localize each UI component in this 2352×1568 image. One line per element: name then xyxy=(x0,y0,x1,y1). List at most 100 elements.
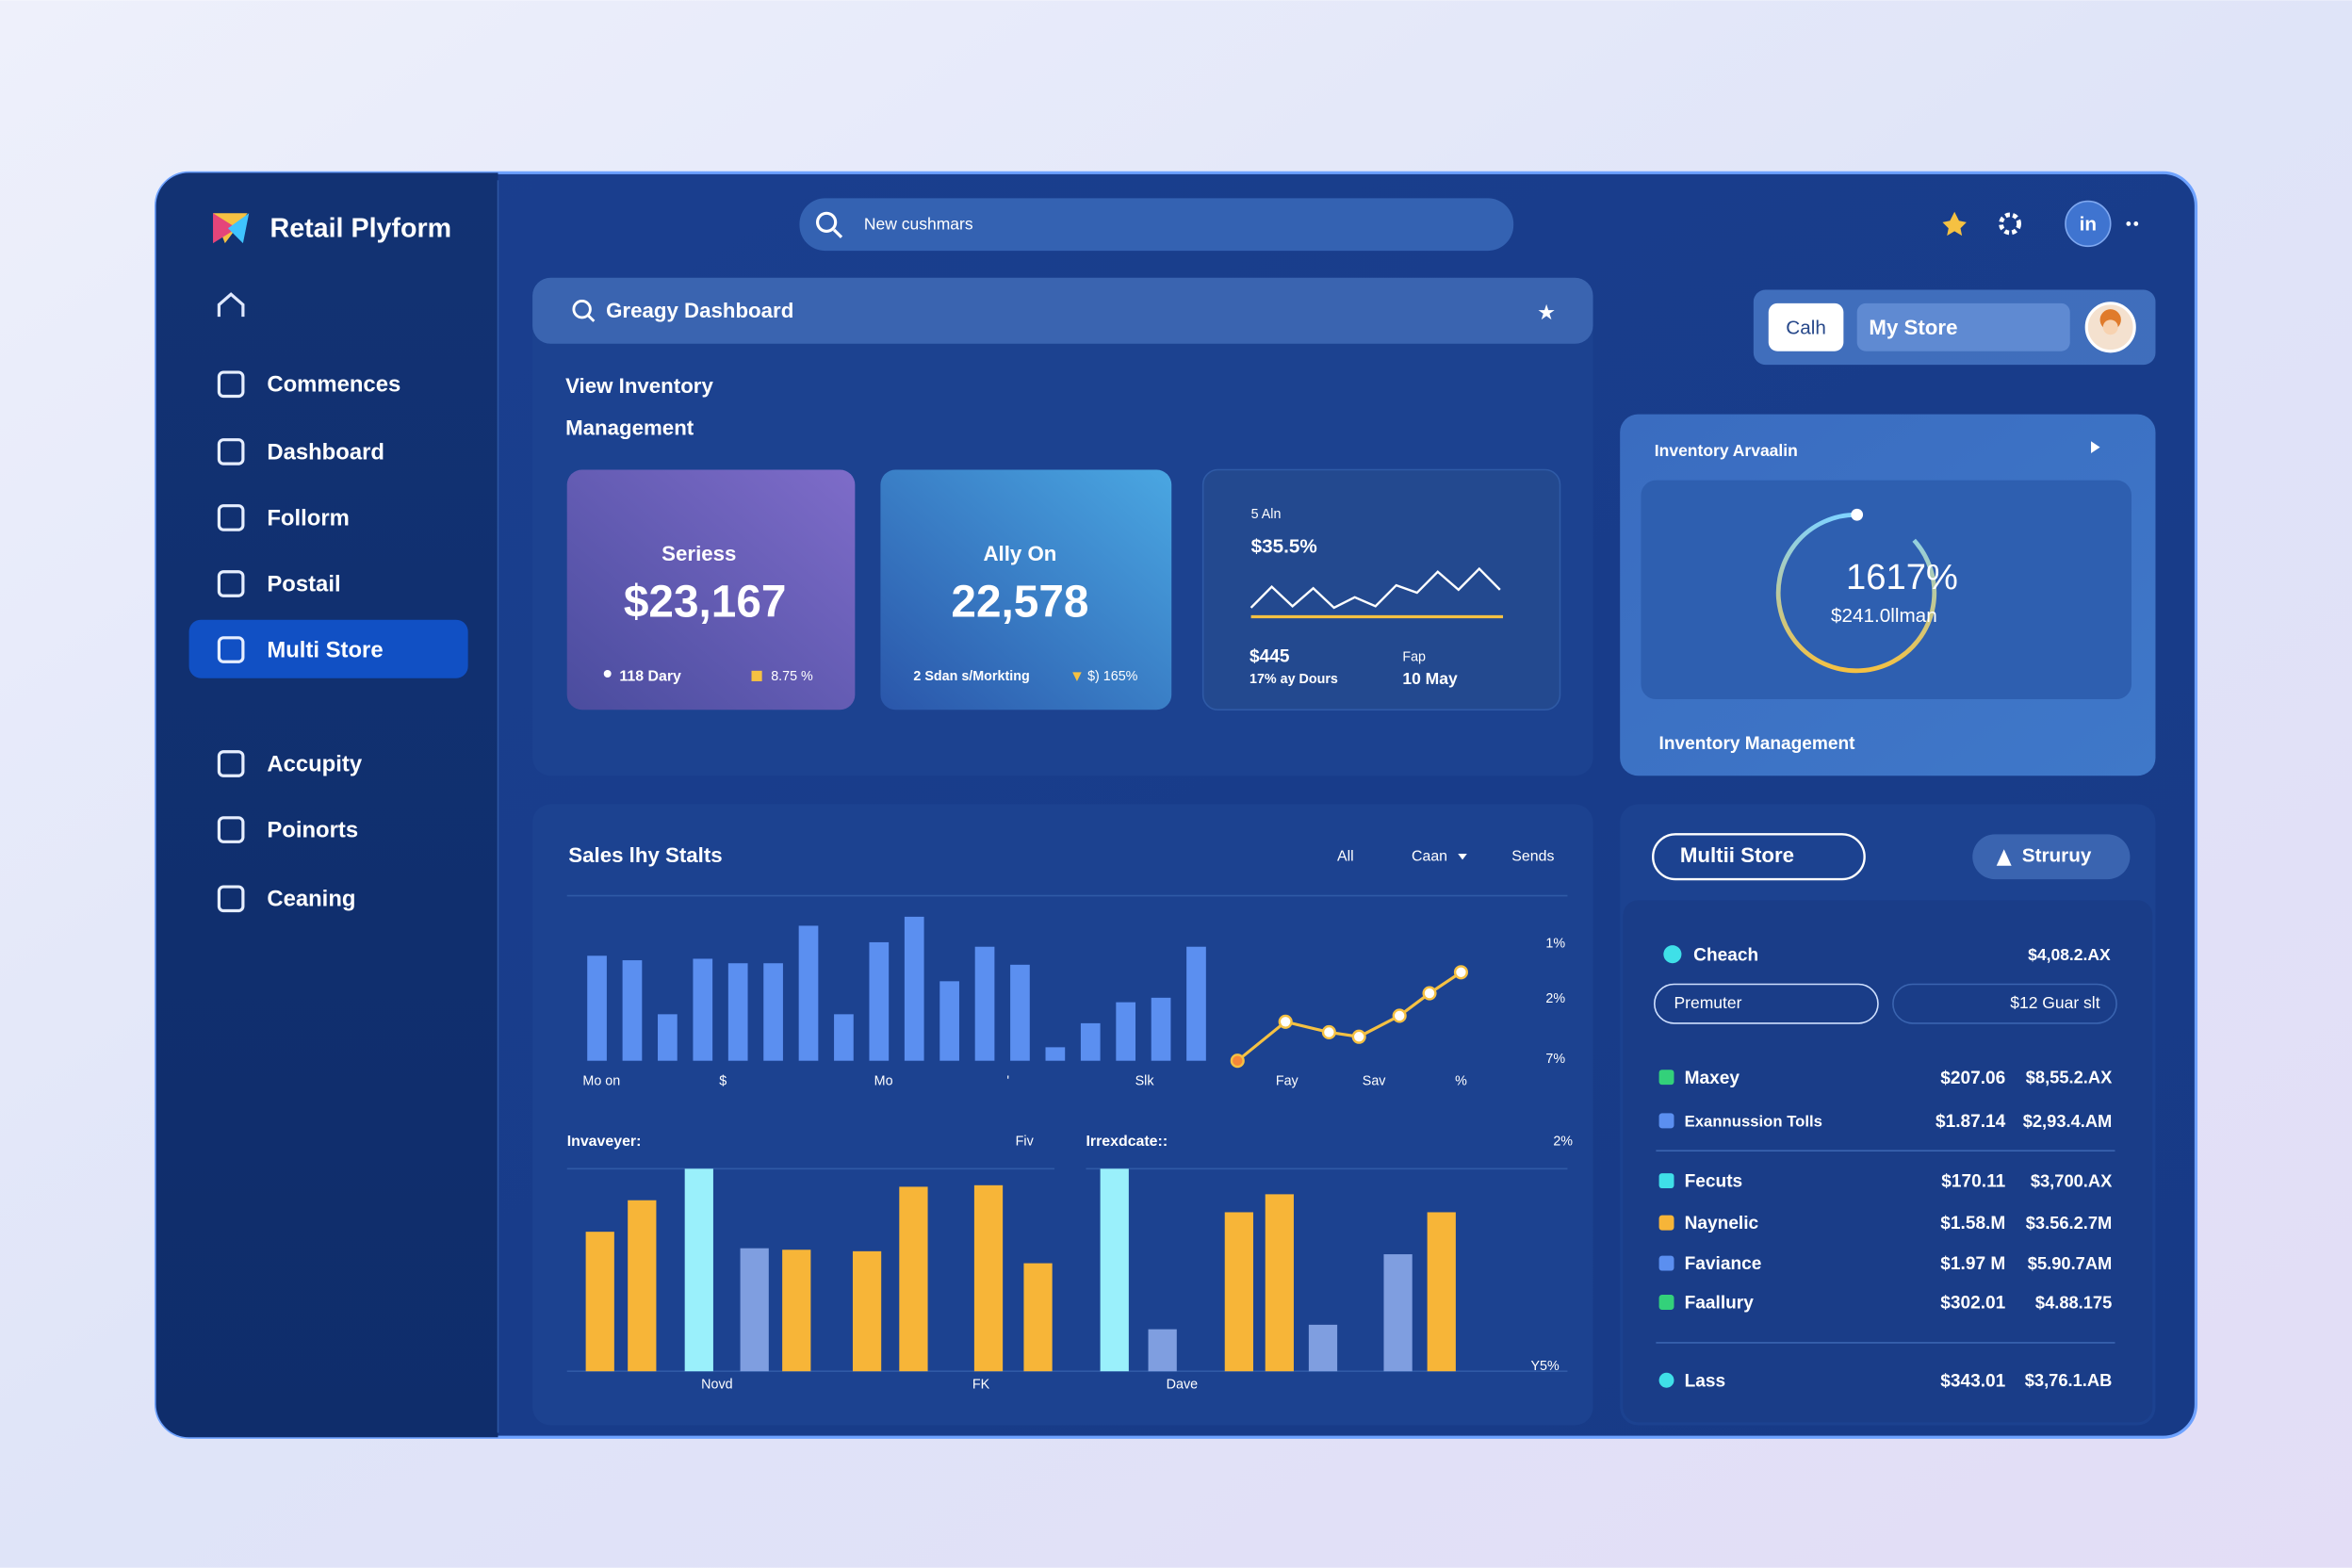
filter[interactable]: Sends xyxy=(1511,848,1554,864)
row-value: $2,93.4.AM xyxy=(2023,1111,2113,1131)
nav-item[interactable]: Dashboard xyxy=(267,439,384,465)
avatar[interactable] xyxy=(2065,200,2112,248)
card-foot: 118 Dary xyxy=(619,668,681,684)
row-name[interactable]: Maxey xyxy=(1685,1069,1740,1088)
card-title: Ally On xyxy=(983,542,1056,565)
top-search[interactable] xyxy=(799,198,1514,252)
filter[interactable]: All xyxy=(1337,848,1354,864)
heading: View Inventory xyxy=(565,374,713,398)
x-label: % xyxy=(1455,1074,1467,1089)
nav-icon xyxy=(217,370,245,399)
stat-card[interactable] xyxy=(880,469,1172,710)
gauge-knob xyxy=(1851,508,1864,521)
row-value: $1.87.14 xyxy=(1936,1112,2006,1132)
status-dot xyxy=(1658,1070,1674,1086)
chart-label: Y5% xyxy=(1530,1359,1560,1374)
home-icon[interactable] xyxy=(217,292,245,318)
bar xyxy=(1100,1168,1129,1372)
bar xyxy=(1265,1194,1294,1372)
bar xyxy=(658,1014,678,1061)
sparkline xyxy=(1250,566,1501,610)
nav-item[interactable]: Poinorts xyxy=(267,817,358,842)
card-foot: $445 xyxy=(1250,647,1290,667)
bar xyxy=(1010,964,1030,1061)
bar xyxy=(798,925,819,1061)
gauge-percent: 1617% xyxy=(1846,557,1958,597)
card-value: 22,578 xyxy=(951,577,1088,627)
tab-text: Multii Store xyxy=(1680,843,1794,867)
nav-item[interactable]: Follorm xyxy=(267,505,349,531)
favorite-icon[interactable]: ★ xyxy=(1537,301,1556,324)
search-icon xyxy=(586,314,596,322)
chart-title: Invaveyer: xyxy=(567,1134,642,1150)
bar xyxy=(628,1200,657,1372)
nav-item[interactable]: Ceaning xyxy=(267,887,355,912)
line-point xyxy=(1230,1054,1245,1069)
x-label: ' xyxy=(1006,1074,1009,1089)
card-foot: $) 165% xyxy=(1087,669,1138,684)
chart-label: Fiv xyxy=(1016,1134,1035,1149)
pill[interactable] xyxy=(1654,983,1879,1024)
avatar-face xyxy=(2102,319,2118,335)
bar xyxy=(899,1186,928,1372)
status-dot xyxy=(1658,1255,1674,1271)
store-select[interactable] xyxy=(1856,302,2070,351)
nav-item[interactable]: Postail xyxy=(267,571,340,596)
row-name[interactable]: Fecuts xyxy=(1685,1172,1743,1192)
card-value: $35.5% xyxy=(1251,536,1317,558)
dashboard-search[interactable] xyxy=(532,277,1593,344)
avatar-text: in xyxy=(2080,214,2097,236)
stat-card[interactable] xyxy=(1201,468,1561,710)
row-name[interactable]: Faviance xyxy=(1685,1254,1762,1274)
status-dot xyxy=(1658,1173,1674,1188)
filter[interactable]: Caan xyxy=(1412,848,1447,864)
nav-item[interactable]: Commences xyxy=(267,372,400,398)
row-name[interactable]: Exannussion Tolls xyxy=(1685,1112,1822,1130)
user-icon xyxy=(603,670,612,678)
x-label: Mo on xyxy=(582,1074,620,1089)
nav-item[interactable]: Multi Store xyxy=(267,637,383,662)
stat-card[interactable] xyxy=(566,469,856,710)
row-value: $4,08.2.AX xyxy=(2028,945,2111,964)
tab[interactable] xyxy=(1652,833,1866,881)
row-value: $3,76.1.AB xyxy=(2025,1370,2113,1390)
store-button[interactable] xyxy=(1768,302,1844,351)
card-label: 5 Aln xyxy=(1251,507,1282,522)
x-label: Novd xyxy=(701,1377,732,1392)
nav-icon xyxy=(217,816,245,843)
x-label: $ xyxy=(719,1074,727,1089)
row-name[interactable]: Lass xyxy=(1685,1371,1726,1391)
axis-label: 7% xyxy=(1545,1052,1565,1067)
row-value: $4.88.175 xyxy=(2035,1292,2112,1312)
bar xyxy=(1116,1002,1136,1061)
inventory-inner xyxy=(1641,480,2132,700)
gauge-arc xyxy=(1775,512,1937,674)
menu-dot[interactable] xyxy=(2126,221,2132,226)
bar xyxy=(727,963,748,1061)
bar xyxy=(834,1014,854,1061)
pill[interactable] xyxy=(1892,983,2117,1024)
expand-icon[interactable] xyxy=(2091,441,2100,453)
row-value: $1.58.M xyxy=(1940,1214,2005,1233)
status-dot xyxy=(1658,1372,1674,1388)
sales-title: Sales lhy Stalts xyxy=(568,843,722,867)
menu-dot[interactable] xyxy=(2133,221,2139,226)
settings-icon[interactable] xyxy=(1999,212,2021,236)
bar xyxy=(974,946,995,1061)
tab[interactable] xyxy=(1972,834,2131,880)
row-name[interactable]: Faallury xyxy=(1685,1294,1755,1314)
dropdown-caret xyxy=(1458,854,1467,860)
notification-icon[interactable] xyxy=(1942,211,1967,237)
nav-icon xyxy=(217,570,245,597)
row-value: $207.06 xyxy=(1940,1069,2005,1088)
nav-item[interactable]: Accupity xyxy=(267,751,362,776)
line-point xyxy=(1422,986,1437,1001)
inventory-footer: Inventory Management xyxy=(1659,734,1856,754)
bar xyxy=(782,1250,811,1372)
row-name[interactable]: Naynelic xyxy=(1685,1214,1759,1233)
tab-text: Struruy xyxy=(2022,845,2092,867)
bar xyxy=(1045,1047,1066,1061)
legend-square xyxy=(751,670,762,681)
row-name: Cheach xyxy=(1693,945,1758,965)
nav-active xyxy=(188,619,468,678)
